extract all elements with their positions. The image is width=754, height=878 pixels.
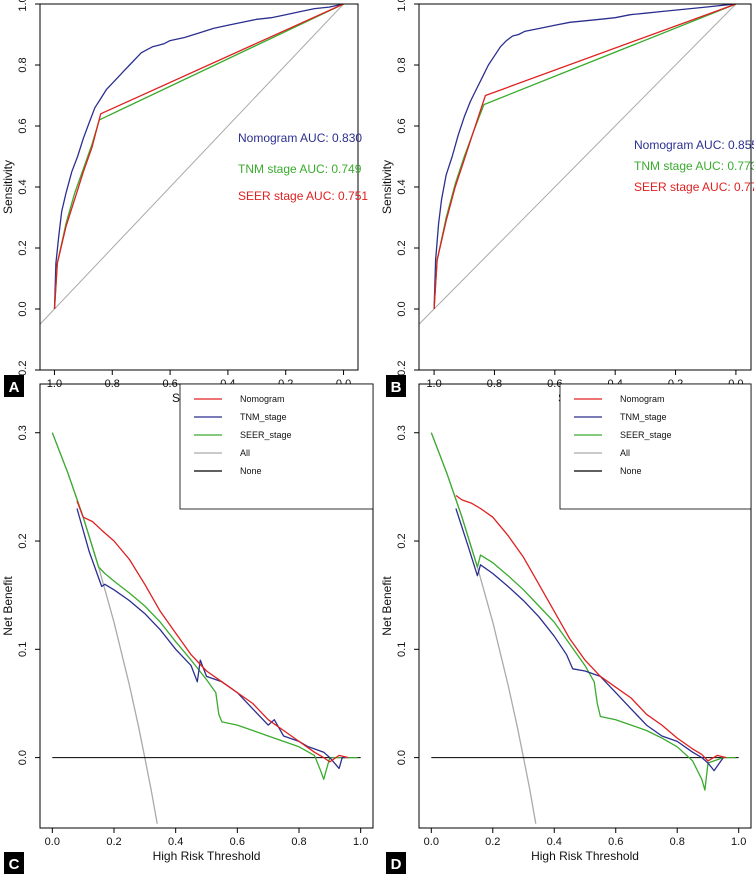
chart-panel-a: 1.00.80.60.40.20.0-0.20.00.20.40.60.81.0… <box>1 0 368 405</box>
panel-label: C <box>9 856 20 873</box>
y-tick-label: 0.2 <box>17 533 29 548</box>
auc-annotation: SEER stage AUC: 0.775 <box>634 180 754 194</box>
y-tick-label: 0.6 <box>396 118 408 133</box>
legend-box <box>559 383 752 510</box>
legend-label: TNM_stage <box>240 412 287 422</box>
legend-label: None <box>620 466 642 476</box>
y-tick-label: 0.1 <box>17 642 29 657</box>
series-line-0 <box>433 4 736 310</box>
y-tick-label: 0.2 <box>17 240 29 255</box>
x-tick-label: 0.4 <box>547 836 562 848</box>
y-axis-label: Net Benefit <box>380 576 394 636</box>
chart-panel-c: 0.0 0.2 0.4 0.6 0.8 1.0 0.0 0.1 0.2 0.3 High Risk … <box>1 383 374 874</box>
y-tick-label: 0.1 <box>396 642 408 657</box>
legend-label: Nomogram <box>240 394 285 404</box>
plot-frame <box>39 3 359 371</box>
y-tick-label: 0.4 <box>396 179 408 194</box>
panel-label: A <box>9 379 20 396</box>
series-line-seer-stage <box>430 432 736 791</box>
auc-annotation: Nomogram AUC: 0.830 <box>238 131 362 145</box>
y-tick-label: 0.0 <box>396 750 408 765</box>
y-tick-label: 0.2 <box>396 533 408 548</box>
series-line-all <box>430 432 537 824</box>
y-axis-label: Net Benefit <box>1 576 15 636</box>
y-tick-label: 0.2 <box>396 240 408 255</box>
panel-badge <box>386 852 406 874</box>
x-axis-label: High Risk Threshold <box>531 849 639 863</box>
y-tick-label: -0.2 <box>17 361 29 380</box>
legend-label: TNM_stage <box>620 412 667 422</box>
panel-badge <box>386 375 406 397</box>
legend-label: SEER_stage <box>240 430 292 440</box>
panel-label: B <box>391 379 402 396</box>
y-tick-label: 0.4 <box>17 179 29 194</box>
panel-badge <box>4 375 24 397</box>
x-tick-label: 1.0 <box>353 836 368 848</box>
legend-label: None <box>240 466 262 476</box>
legend-label: All <box>620 448 630 458</box>
x-tick-label: 0.2 <box>106 836 121 848</box>
series-line-nomogram <box>455 494 727 762</box>
y-tick-label: -0.2 <box>396 361 408 380</box>
auc-annotation: TNM stage AUC: 0.773 <box>634 159 754 173</box>
series-line-tnm-stage <box>455 508 724 772</box>
y-tick-label: 0.0 <box>17 301 29 316</box>
plot-area <box>419 4 737 325</box>
legend-box <box>179 383 374 510</box>
legend-label: SEER_stage <box>620 430 672 440</box>
y-tick-label: 0.3 <box>17 425 29 440</box>
series-line-seer-stage <box>51 432 358 780</box>
plot-area <box>51 432 361 824</box>
y-tick-label: 0.3 <box>396 425 408 440</box>
plot-area <box>430 432 739 824</box>
auc-annotation: TNM stage AUC: 0.749 <box>238 162 362 176</box>
x-tick-label: 0.8 <box>291 836 306 848</box>
reference-line <box>40 4 344 325</box>
y-tick-label: 0.8 <box>396 57 408 72</box>
auc-annotation: Nomogram AUC: 0.855 <box>634 138 754 152</box>
x-tick-label: 1.0 <box>731 836 746 848</box>
x-tick-label: 0.6 <box>230 836 245 848</box>
series-line-nomogram <box>76 500 349 763</box>
x-tick-label: 0.8 <box>670 836 685 848</box>
y-tick-label: 0.0 <box>17 750 29 765</box>
x-tick-label: 0.0 <box>45 836 60 848</box>
x-axis-label: High Risk Threshold <box>153 849 261 863</box>
legend-label: Nomogram <box>620 394 665 404</box>
y-tick-label: 0.0 <box>396 301 408 316</box>
plot-area <box>40 4 344 325</box>
series-line-tnm-stage <box>76 508 346 770</box>
series-line-2 <box>433 4 737 310</box>
chart-panel-b: 1.00.80.60.40.20.0-0.20.00.20.40.60.81.0… <box>380 0 754 405</box>
y-tick-label: 1.0 <box>17 0 29 12</box>
chart-panel-d: 0.0 0.2 0.4 0.6 0.8 1.0 0.0 0.1 0.2 0.3 High Risk … <box>380 383 752 874</box>
y-tick-label: 0.6 <box>17 118 29 133</box>
legend-label: All <box>240 448 250 458</box>
x-tick-label: 0.4 <box>168 836 183 848</box>
auc-annotation: SEER stage AUC: 0.751 <box>238 189 368 203</box>
panel-label: D <box>391 856 402 873</box>
reference-line <box>419 4 737 325</box>
series-line-0 <box>53 4 344 310</box>
y-axis-label: Sensitivity <box>1 160 15 214</box>
y-tick-label: 1.0 <box>396 0 408 12</box>
x-tick-label: 0.6 <box>608 836 623 848</box>
x-tick-label: 0.0 <box>424 836 439 848</box>
y-tick-label: 0.8 <box>17 57 29 72</box>
y-axis-label: Sensitivity <box>380 160 394 214</box>
series-line-2 <box>53 4 344 310</box>
series-line-all <box>51 432 158 824</box>
x-tick-label: 0.2 <box>485 836 500 848</box>
panel-badge <box>4 852 24 874</box>
